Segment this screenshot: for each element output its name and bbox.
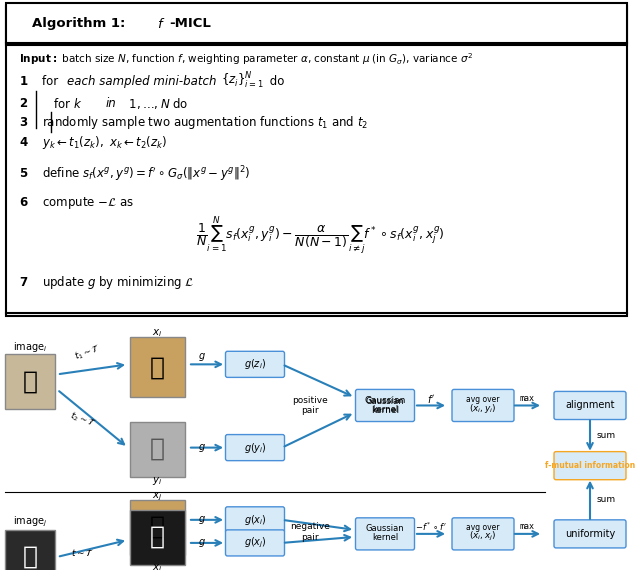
Text: f-mutual information: f-mutual information — [545, 461, 635, 470]
FancyBboxPatch shape — [130, 337, 185, 397]
Text: 2: 2 — [19, 97, 28, 110]
Text: avg over: avg over — [467, 395, 500, 404]
Text: define $s_f(x^g, y^g) = f^\prime \circ G_\sigma(\|x^g - y^g\|^2)$: define $s_f(x^g, y^g) = f^\prime \circ G… — [42, 164, 250, 184]
Text: -MICL: -MICL — [170, 18, 211, 30]
Text: $g$: $g$ — [198, 351, 206, 363]
Text: Gaussian: Gaussian — [365, 524, 404, 534]
FancyBboxPatch shape — [5, 530, 55, 570]
Text: 🐕: 🐕 — [150, 437, 164, 461]
Text: for $k$: for $k$ — [42, 97, 82, 111]
Text: compute $-\mathcal{L}$ as: compute $-\mathcal{L}$ as — [42, 195, 134, 211]
Text: 5: 5 — [19, 168, 28, 181]
Text: $(x_i, x_j)$: $(x_i, x_j)$ — [469, 530, 497, 543]
Text: max: max — [520, 394, 534, 403]
Text: 🐕: 🐕 — [150, 355, 164, 380]
FancyBboxPatch shape — [452, 518, 514, 550]
Text: update $g$ by minimizing $\mathcal{L}$: update $g$ by minimizing $\mathcal{L}$ — [42, 274, 194, 291]
Text: $(x_i, y_i)$: $(x_i, y_i)$ — [469, 402, 497, 415]
Text: $g(x_j)$: $g(x_j)$ — [244, 536, 266, 550]
Text: 🐈: 🐈 — [22, 545, 38, 569]
FancyBboxPatch shape — [130, 500, 185, 555]
Text: $\mathrm{image}_i$: $\mathrm{image}_i$ — [13, 340, 47, 355]
Text: $g(z_i)$: $g(z_i)$ — [244, 357, 266, 371]
Text: 6: 6 — [19, 196, 28, 209]
Text: Algorithm 1:: Algorithm 1: — [32, 18, 130, 30]
Text: positive
pair: positive pair — [292, 396, 328, 415]
FancyBboxPatch shape — [355, 389, 415, 422]
FancyBboxPatch shape — [554, 451, 626, 480]
Text: 3: 3 — [19, 116, 28, 129]
FancyBboxPatch shape — [355, 518, 415, 550]
FancyBboxPatch shape — [130, 422, 185, 477]
Text: Gaussian: Gaussian — [365, 397, 404, 406]
Text: for: for — [42, 75, 61, 88]
Text: kernel: kernel — [372, 405, 398, 414]
Text: $\mathrm{image}_j$: $\mathrm{image}_j$ — [13, 515, 47, 529]
Text: $\dfrac{1}{N}\sum_{i=1}^{N} s_f(x_i^g, y_i^g) - \dfrac{\alpha}{N(N-1)}\sum_{i \n: $\dfrac{1}{N}\sum_{i=1}^{N} s_f(x_i^g, y… — [196, 215, 444, 257]
FancyBboxPatch shape — [225, 530, 285, 556]
Text: $t \sim \mathcal{T}$: $t \sim \mathcal{T}$ — [72, 547, 95, 559]
Text: $g(x_i)$: $g(x_i)$ — [244, 513, 266, 527]
Text: do: do — [266, 75, 284, 88]
Text: 7: 7 — [19, 276, 28, 289]
Text: $y_i$: $y_i$ — [152, 475, 162, 487]
FancyBboxPatch shape — [554, 520, 626, 548]
Text: $g(y_i)$: $g(y_i)$ — [244, 441, 266, 455]
Text: in: in — [106, 97, 116, 110]
Text: max: max — [520, 522, 534, 531]
FancyBboxPatch shape — [5, 355, 55, 409]
Text: $f$: $f$ — [157, 17, 165, 31]
Text: $\{z_i\}_{i=1}^N$: $\{z_i\}_{i=1}^N$ — [221, 71, 264, 91]
Text: $y_k \leftarrow t_1(z_k),\ x_k \leftarrow t_2(z_k)$: $y_k \leftarrow t_1(z_k),\ x_k \leftarro… — [42, 133, 167, 150]
Text: $\mathbf{Input:}$ batch size $N$, function $f$, weighting parameter $\alpha$, co: $\mathbf{Input:}$ batch size $N$, functi… — [19, 51, 474, 67]
Text: $f'$: $f'$ — [427, 393, 435, 405]
Text: avg over: avg over — [467, 523, 500, 532]
Text: $-f^* \circ f'$: $-f^* \circ f'$ — [415, 520, 447, 533]
Text: $t_2 \sim \mathcal{T}$: $t_2 \sim \mathcal{T}$ — [68, 409, 98, 430]
Text: uniformity: uniformity — [565, 529, 615, 539]
Text: 🐕: 🐕 — [22, 369, 38, 393]
FancyBboxPatch shape — [130, 510, 185, 565]
FancyBboxPatch shape — [554, 392, 626, 420]
Text: randomly sample two augmentation functions $t_1$ and $t_2$: randomly sample two augmentation functio… — [42, 115, 367, 132]
Text: $x_j$: $x_j$ — [152, 491, 162, 503]
Text: $g$: $g$ — [198, 442, 206, 454]
FancyBboxPatch shape — [6, 6, 627, 316]
FancyBboxPatch shape — [6, 3, 627, 44]
Text: sum: sum — [597, 431, 616, 440]
Text: alignment: alignment — [565, 401, 615, 410]
FancyBboxPatch shape — [225, 434, 285, 461]
Text: each sampled mini-batch: each sampled mini-batch — [67, 75, 220, 88]
Text: 🐈: 🐈 — [150, 525, 164, 549]
Text: negative
pair: negative pair — [290, 522, 330, 542]
Text: 1: 1 — [19, 75, 28, 88]
Text: $g$: $g$ — [198, 514, 206, 526]
Text: 🐕: 🐕 — [150, 515, 164, 539]
Text: $x_j$: $x_j$ — [152, 563, 162, 570]
Text: Gaussian
kernel: Gaussian kernel — [364, 396, 406, 415]
FancyBboxPatch shape — [225, 507, 285, 533]
Text: $x_i$: $x_i$ — [152, 327, 162, 339]
Text: $t_1 \sim \mathcal{T}$: $t_1 \sim \mathcal{T}$ — [73, 342, 103, 363]
FancyBboxPatch shape — [225, 351, 285, 377]
Text: $g$: $g$ — [198, 537, 206, 549]
Text: sum: sum — [597, 495, 616, 504]
FancyBboxPatch shape — [452, 389, 514, 422]
Text: $1,\ldots,N$ do: $1,\ldots,N$ do — [125, 96, 188, 111]
Text: kernel: kernel — [372, 534, 398, 543]
Text: 4: 4 — [19, 136, 28, 149]
